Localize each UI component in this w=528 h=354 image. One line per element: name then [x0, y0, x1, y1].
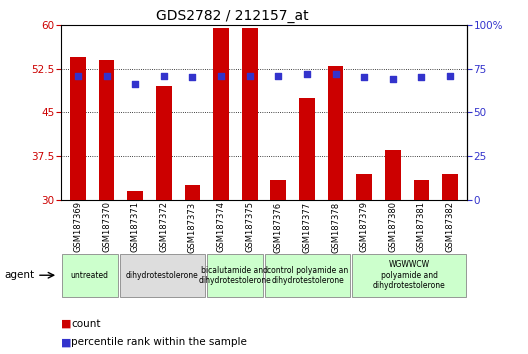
- Bar: [299, 98, 315, 200]
- Bar: [185, 185, 200, 200]
- Bar: [385, 150, 401, 200]
- Point: [188, 75, 196, 80]
- Text: ■: ■: [61, 319, 75, 329]
- FancyBboxPatch shape: [207, 254, 263, 297]
- Point: [74, 73, 82, 79]
- Point: [246, 73, 254, 79]
- Bar: [356, 174, 372, 200]
- Bar: [156, 86, 172, 200]
- Bar: [99, 60, 115, 200]
- Text: GDS2782 / 212157_at: GDS2782 / 212157_at: [156, 9, 309, 23]
- Text: WGWWCW
polyamide and
dihydrotestolerone: WGWWCW polyamide and dihydrotestolerone: [373, 260, 446, 290]
- Point: [102, 73, 111, 79]
- Bar: [328, 66, 343, 200]
- Point: [131, 81, 139, 87]
- Text: control polyamide an
dihydrotestolerone: control polyamide an dihydrotestolerone: [267, 266, 348, 285]
- Text: agent: agent: [4, 270, 34, 280]
- Bar: [127, 191, 143, 200]
- FancyBboxPatch shape: [62, 254, 118, 297]
- FancyBboxPatch shape: [352, 254, 466, 297]
- Bar: [213, 28, 229, 200]
- Bar: [242, 28, 258, 200]
- Point: [360, 75, 369, 80]
- Text: untreated: untreated: [71, 271, 109, 280]
- Text: bicalutamide and
dihydrotestolerone: bicalutamide and dihydrotestolerone: [199, 266, 271, 285]
- FancyBboxPatch shape: [265, 254, 350, 297]
- Point: [446, 73, 454, 79]
- Point: [332, 71, 340, 77]
- Point: [159, 73, 168, 79]
- Text: count: count: [71, 319, 101, 329]
- Bar: [70, 57, 86, 200]
- Point: [389, 76, 397, 82]
- Point: [217, 73, 225, 79]
- Bar: [270, 179, 286, 200]
- Point: [274, 73, 282, 79]
- Bar: [413, 179, 429, 200]
- FancyBboxPatch shape: [120, 254, 205, 297]
- Text: percentile rank within the sample: percentile rank within the sample: [71, 337, 247, 347]
- Point: [303, 71, 311, 77]
- Text: dihydrotestolerone: dihydrotestolerone: [126, 271, 199, 280]
- Point: [417, 75, 426, 80]
- Bar: [442, 174, 458, 200]
- Text: ■: ■: [61, 337, 75, 347]
